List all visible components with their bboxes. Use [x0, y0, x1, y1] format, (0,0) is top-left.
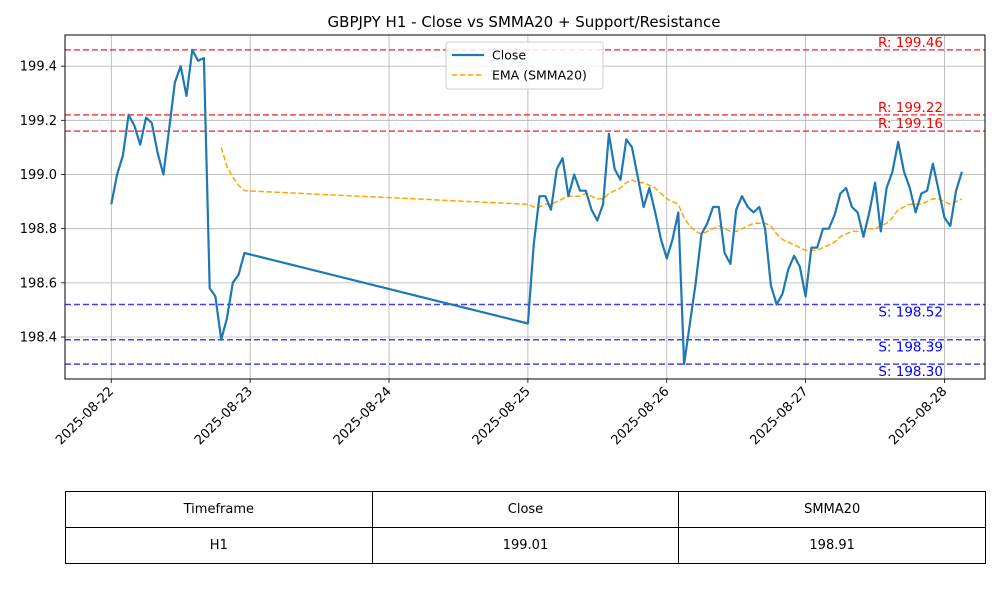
- resistance-label: R: 199.46: [878, 35, 943, 51]
- level-lines: [65, 49, 985, 365]
- resistance-label: R: 199.16: [878, 116, 943, 132]
- table-row: H1 199.01 198.91: [65, 527, 986, 564]
- legend-close-label: Close: [492, 48, 526, 63]
- table-header-smma20: SMMA20: [678, 491, 986, 528]
- x-tick-label: 2025-08-27: [747, 384, 811, 448]
- resistance-label: R: 199.22: [878, 100, 943, 116]
- x-tick-label: 2025-08-26: [609, 384, 673, 448]
- legend-box: [445, 41, 604, 90]
- line-chart: GBPJPY H1 - Close vs SMMA20 + Support/Re…: [20, 13, 986, 448]
- y-tick-label: 199.4: [20, 60, 57, 75]
- x-tick-label: 2025-08-23: [192, 384, 256, 448]
- y-tick-label: 198.6: [20, 276, 57, 291]
- table-cell-close: 199.01: [371, 527, 680, 564]
- legend-ema-label: EMA (SMMA20): [492, 68, 587, 83]
- x-tick-label: 2025-08-28: [886, 384, 950, 448]
- y-tick-label: 198.8: [20, 222, 57, 237]
- support-label: S: 198.52: [878, 305, 943, 321]
- level-labels: R: 199.46 R: 199.22R: 199.16 S: 198.52 S: 1…: [878, 35, 943, 380]
- table-cell-smma20: 198.91: [678, 527, 986, 564]
- legend: Close EMA (SMMA20): [445, 41, 604, 90]
- series-lines: [110, 48, 963, 366]
- x-tick-label: 2025-08-25: [470, 384, 534, 448]
- table-header-row: Timeframe Close SMMA20: [65, 491, 986, 528]
- table-header-close: Close: [371, 491, 680, 528]
- x-tick-label: 2025-08-22: [53, 384, 117, 448]
- support-label: S: 198.30: [878, 364, 943, 380]
- y-tick-label: 199.2: [20, 114, 57, 129]
- x-tick-label: 2025-08-24: [331, 384, 395, 448]
- chart-title: GBPJPY H1 - Close vs SMMA20 + Support/Re…: [328, 13, 721, 31]
- plot-frame: [64, 34, 986, 380]
- y-tick-label: 199.0: [20, 168, 57, 183]
- support-label: S: 198.39: [878, 340, 943, 356]
- summary-table: Timeframe Close SMMA20 H1 199.01 198.91: [65, 491, 986, 564]
- y-tick-label: 198.4: [20, 331, 57, 346]
- table-cell-timeframe: H1: [65, 527, 373, 564]
- close-series-line: [110, 48, 963, 366]
- table-header-timeframe: Timeframe: [65, 491, 373, 528]
- ema-series-line: [220, 147, 963, 252]
